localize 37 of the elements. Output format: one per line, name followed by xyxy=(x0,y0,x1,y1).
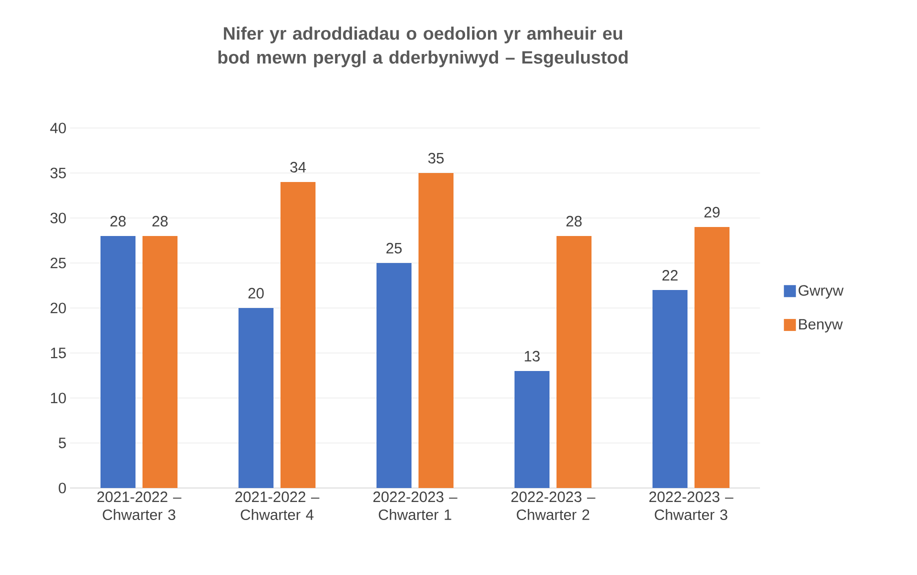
data-label: 28 xyxy=(110,216,126,226)
x-tick-label: 2021-2022 – Chwarter 4 xyxy=(235,492,320,520)
bar xyxy=(514,371,550,488)
y-tick-label: 25 xyxy=(50,258,66,268)
y-tick-label: 35 xyxy=(50,168,66,178)
x-tick-label: 2022-2023 – Chwarter 1 xyxy=(373,492,458,520)
data-label: 35 xyxy=(428,152,444,164)
y-tick-label: 5 xyxy=(58,438,66,448)
bar xyxy=(652,290,688,488)
bar xyxy=(100,236,136,488)
data-label: 28 xyxy=(152,216,168,226)
data-label: 34 xyxy=(290,162,306,172)
x-tick-label: 2021-2022 – Chwarter 3 xyxy=(97,492,182,520)
chart-title: Nifer yr adroddiadau o oedolion yr amheuir eu bod mewn perygl a dderbyniwyd – Esgeulustod xyxy=(218,26,628,68)
bar xyxy=(376,263,412,488)
data-label: 20 xyxy=(248,288,264,298)
y-tick-label: 10 xyxy=(51,392,66,404)
bar xyxy=(142,236,178,488)
bar xyxy=(238,308,274,488)
y-tick-label: 40 xyxy=(50,122,66,134)
y-tick-label: 0 xyxy=(58,482,66,494)
x-tick-label: 2022-2023 – Chwarter 2 xyxy=(511,492,596,520)
bar xyxy=(556,236,592,488)
bar xyxy=(694,227,730,488)
bar xyxy=(280,182,316,488)
bar xyxy=(418,173,454,488)
y-tick-label: 20 xyxy=(50,302,66,314)
data-label: 29 xyxy=(704,206,720,218)
data-label: 25 xyxy=(386,242,402,254)
data-label: 22 xyxy=(662,270,678,280)
data-label: 28 xyxy=(566,216,582,226)
data-label: 13 xyxy=(524,350,540,362)
x-tick-label: 2022-2023 – Chwarter 3 xyxy=(649,492,734,520)
legend-label: Benyw xyxy=(799,319,843,332)
legend-label: Gwryw xyxy=(798,285,844,299)
y-tick-label: 30 xyxy=(50,212,66,224)
y-tick-label: 15 xyxy=(51,348,66,358)
